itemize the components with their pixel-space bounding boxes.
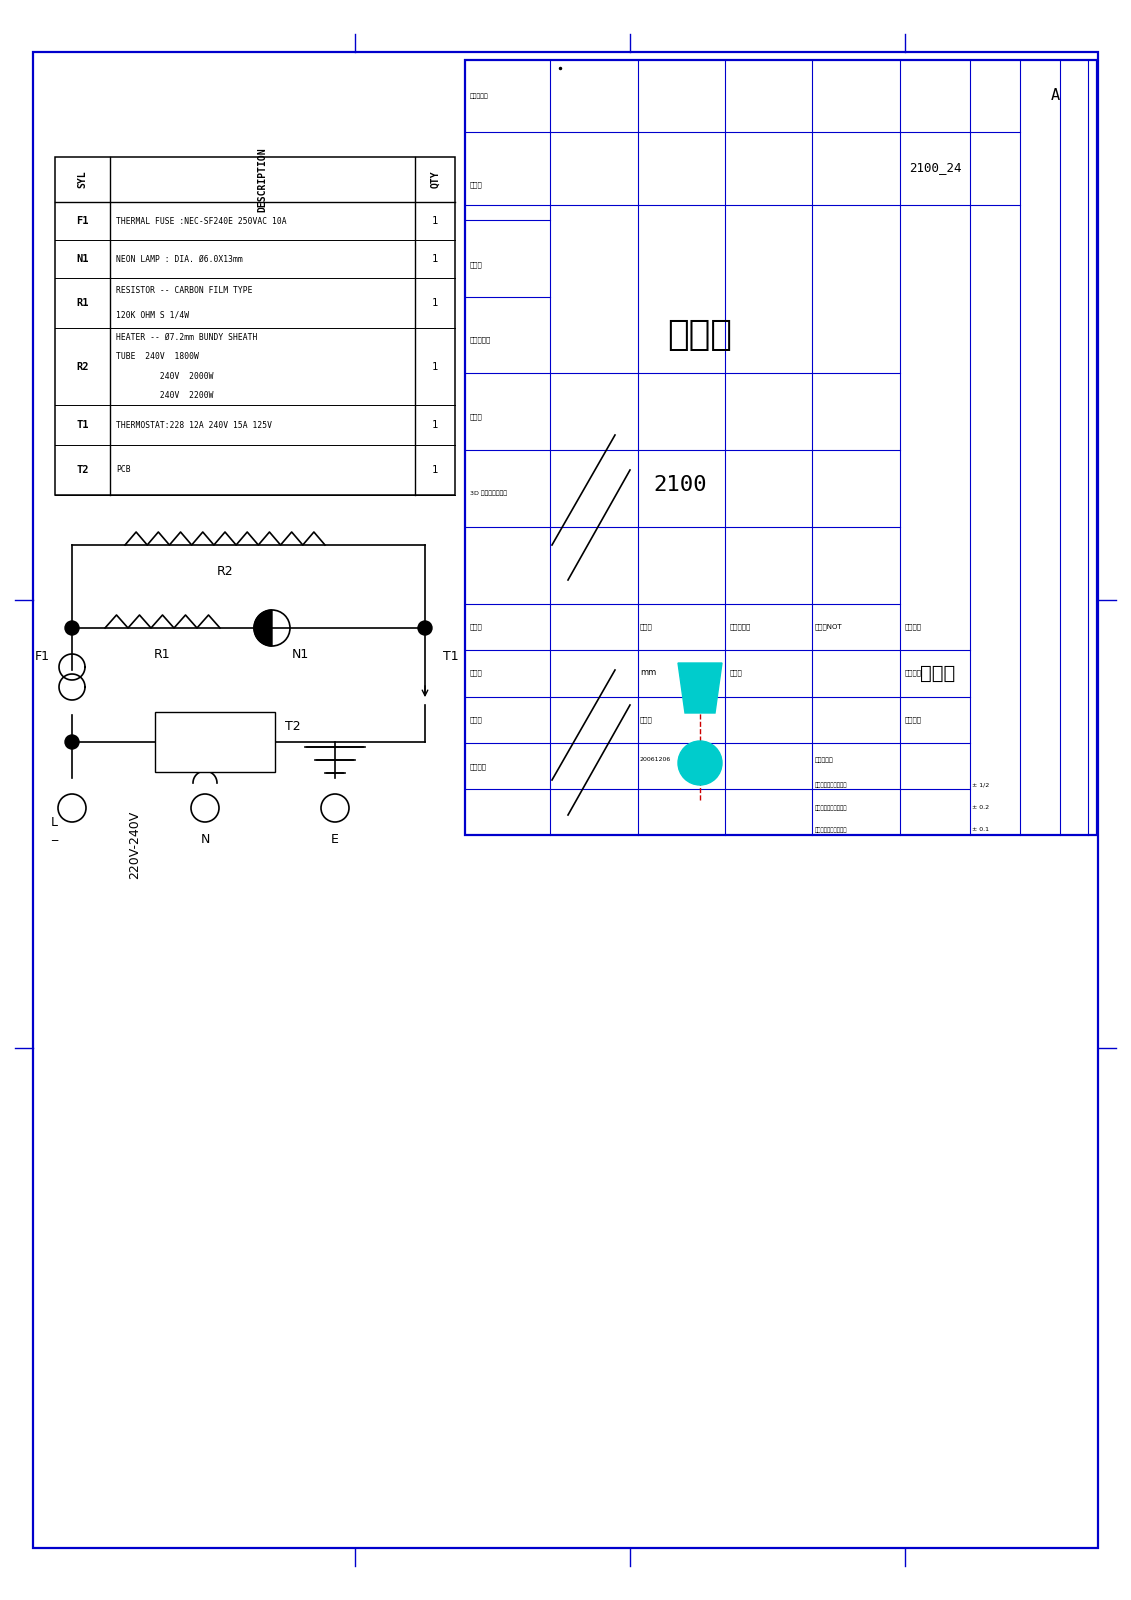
Text: RESISTOR -- CARBON FILM TYPE: RESISTOR -- CARBON FILM TYPE xyxy=(116,286,252,294)
Text: 120K OHM S 1/4W: 120K OHM S 1/4W xyxy=(116,310,189,320)
Text: F1: F1 xyxy=(76,216,88,226)
Text: R1: R1 xyxy=(154,648,171,661)
Text: N1: N1 xyxy=(292,648,309,661)
Text: 日期：: 日期： xyxy=(640,717,653,723)
Text: R2: R2 xyxy=(76,362,88,371)
Text: F1: F1 xyxy=(35,650,50,662)
Text: 240V  2000W: 240V 2000W xyxy=(116,371,214,381)
Text: 硬度：: 硬度： xyxy=(729,670,743,677)
Text: 收縮率：: 收縮率： xyxy=(470,763,487,770)
Circle shape xyxy=(677,741,722,786)
Bar xyxy=(155,712,275,773)
Text: T2: T2 xyxy=(285,720,301,733)
Text: _: _ xyxy=(51,829,58,842)
Text: THERMAL FUSE :NEC-SF240E 250VAC 10A: THERMAL FUSE :NEC-SF240E 250VAC 10A xyxy=(116,216,286,226)
Text: 2100: 2100 xyxy=(654,475,707,494)
Text: 1: 1 xyxy=(432,421,438,430)
Text: ± 1/2: ± 1/2 xyxy=(972,782,990,787)
Text: 更改次數：: 更改次數： xyxy=(470,93,489,99)
Text: 批准人：: 批准人： xyxy=(905,717,922,723)
Text: 比例：NOT: 比例：NOT xyxy=(815,624,843,630)
Text: 小數後兩個位之尺寸：: 小數後兩個位之尺寸： xyxy=(815,827,847,832)
Text: R1: R1 xyxy=(76,298,88,307)
Text: 審核人：: 審核人： xyxy=(905,670,922,677)
Circle shape xyxy=(64,734,79,749)
Text: PCB: PCB xyxy=(205,738,225,747)
Bar xyxy=(465,59,1097,835)
Circle shape xyxy=(64,621,79,635)
Text: 小數後一個位之尺寸：: 小數後一個位之尺寸： xyxy=(815,805,847,811)
Text: QTY: QTY xyxy=(430,171,440,189)
Text: THERMOSTAT:228 12A 240V 15A 125V: THERMOSTAT:228 12A 240V 15A 125V xyxy=(116,421,271,429)
Text: 240V  2200W: 240V 2200W xyxy=(116,390,214,400)
Text: T2: T2 xyxy=(76,466,88,475)
Text: 3D 零件圖版本號：: 3D 零件圖版本號： xyxy=(470,490,507,496)
Text: 零件編號：: 零件編號： xyxy=(470,336,491,344)
Text: 標題：: 標題： xyxy=(470,182,483,189)
Text: 重量：: 重量： xyxy=(470,670,483,677)
Text: R2: R2 xyxy=(217,565,233,578)
Text: A: A xyxy=(1051,88,1060,104)
Text: 顏色：: 顏色： xyxy=(470,624,483,630)
Text: T1: T1 xyxy=(443,650,459,662)
Text: 1: 1 xyxy=(432,362,438,371)
Text: 處理方法：: 處理方法： xyxy=(729,624,751,630)
Text: ± 0.1: ± 0.1 xyxy=(972,827,988,832)
Text: 2100_24: 2100_24 xyxy=(908,162,961,174)
Text: 1: 1 xyxy=(432,298,438,307)
Text: 雷忠文: 雷忠文 xyxy=(921,664,956,683)
Text: T1: T1 xyxy=(76,421,88,430)
Polygon shape xyxy=(254,610,271,646)
Circle shape xyxy=(418,621,432,635)
Polygon shape xyxy=(677,662,722,714)
Text: 單位：: 單位： xyxy=(640,624,653,630)
Text: SYL: SYL xyxy=(78,171,87,189)
Text: 通用公差：: 通用公差： xyxy=(815,757,834,763)
Text: 繪製人：: 繪製人： xyxy=(905,624,922,630)
Text: 线路图: 线路图 xyxy=(667,318,733,352)
Text: 1: 1 xyxy=(432,466,438,475)
Text: 1: 1 xyxy=(432,216,438,226)
Text: 材料：: 材料： xyxy=(470,717,483,723)
Text: 角度：一個位之尺寸：: 角度：一個位之尺寸： xyxy=(815,782,847,787)
Text: TUBE  240V  1800W: TUBE 240V 1800W xyxy=(116,352,199,362)
Bar xyxy=(55,157,455,494)
Text: PCB: PCB xyxy=(116,466,130,475)
Text: DESCRIPTION: DESCRIPTION xyxy=(258,147,268,211)
Text: HEATER -- Ø7.2mm BUNDY SHEATH: HEATER -- Ø7.2mm BUNDY SHEATH xyxy=(116,333,258,342)
Text: 圖號：: 圖號： xyxy=(470,414,483,421)
Text: N: N xyxy=(200,834,209,846)
Text: L: L xyxy=(51,816,58,829)
Text: 型號：: 型號： xyxy=(470,262,483,269)
Text: E: E xyxy=(331,834,339,846)
Text: ± 0.2: ± 0.2 xyxy=(972,805,990,811)
Text: mm: mm xyxy=(640,669,656,677)
Text: N1: N1 xyxy=(76,254,88,264)
Text: 20061206: 20061206 xyxy=(640,757,672,763)
Text: 1: 1 xyxy=(432,254,438,264)
Text: 220V-240V: 220V-240V xyxy=(129,811,141,878)
Text: NEON LAMP : DIA. Ø6.0X13mm: NEON LAMP : DIA. Ø6.0X13mm xyxy=(116,254,243,264)
